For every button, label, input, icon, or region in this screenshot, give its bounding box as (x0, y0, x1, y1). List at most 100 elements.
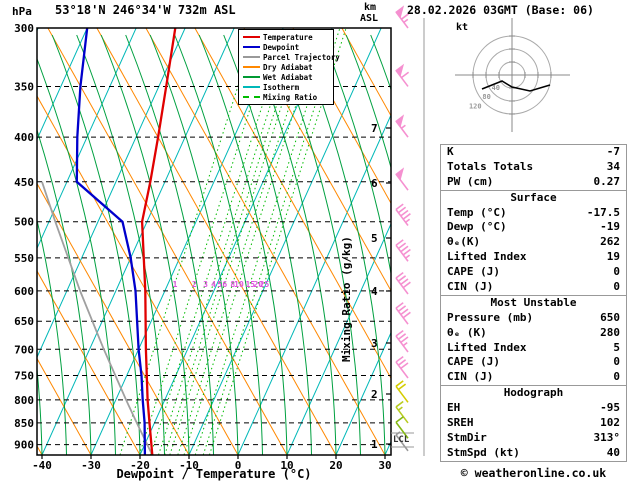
mixing-ratio-axis-label: Mixing Ratio (g/kg) (340, 236, 353, 362)
isotherm-line (335, 331, 391, 455)
x-tick-label: -40 (32, 459, 52, 472)
mixing-ratio-value-label: 10 (234, 280, 244, 289)
wind-barb (395, 167, 409, 191)
stat-value: 262 (600, 235, 620, 249)
stat-label: StmSpd (kt) (447, 445, 520, 459)
stat-row: Totals Totals 34 (441, 160, 626, 175)
copyright-link[interactable]: © weatheronline.co.uk (460, 466, 607, 480)
dry-adiabat-line (341, 28, 391, 117)
stat-label: CAPE (J) (447, 355, 500, 369)
dry-adiabat-line (37, 270, 141, 455)
hodograph-ring-label: 120 (469, 102, 482, 110)
legend-label: Wet Adiabat (263, 72, 313, 82)
wet-adiabat-line (174, 34, 263, 455)
legend-line-sample (243, 86, 260, 88)
mixing-ratio-value-label: 2 (192, 280, 197, 289)
stat-label: StmDir (447, 430, 487, 444)
plot-border (36, 27, 392, 456)
isotherm-line (41, 28, 235, 455)
wet-adiabat-line (76, 34, 165, 455)
x-tick-label: 20 (329, 459, 342, 472)
wet-adiabat-line (223, 34, 312, 455)
legend-label: Dewpoint (263, 42, 300, 52)
x-tick-label: -20 (130, 459, 150, 472)
stat-row: CAPE (J) 0 (441, 265, 626, 280)
legend-item: Wet Adiabat (239, 72, 333, 82)
stat-value: 19 (606, 250, 620, 264)
wet-adiabat-line (149, 34, 239, 455)
hodograph-unit-label: kt (456, 22, 469, 33)
dry-adiabat-line (96, 28, 337, 455)
altitude-axis-unit-km: km (364, 2, 377, 13)
km-tick-label: 6 (371, 177, 378, 190)
stat-label: Pressure (mb) (447, 310, 534, 324)
altitude-axis-unit-asl: ASL (360, 13, 379, 24)
pressure-axis-unit: hPa (12, 5, 32, 18)
panel-section-surface: Surface Temp (°C) -17.5 Dewp (°C) -19 θₑ(K) 26… (441, 189, 626, 295)
mixing-ratio-value-label: 8 (230, 280, 235, 289)
parcel-trajectory-trace (41, 181, 154, 455)
panel-section-indices: K -7 Totals Totals 34 PW (cm) 0.27 (441, 145, 626, 190)
x-tick-label: 30 (378, 459, 391, 472)
stat-value: 0.27 (593, 174, 621, 188)
km-tick-label: 5 (371, 232, 378, 245)
stat-label: PW (cm) (447, 174, 494, 188)
pressure-tick-label: 900 (14, 439, 34, 452)
wet-adiabat-line (272, 34, 361, 455)
pressure-tick-label: 350 (14, 81, 34, 94)
section-title: Most Unstable (490, 295, 577, 309)
stat-value: 280 (600, 325, 620, 339)
stat-row: Dewp (°C) -19 (441, 220, 626, 235)
x-tick-label: 0 (235, 459, 242, 472)
wind-barb (395, 380, 409, 403)
isotherm-line (37, 28, 137, 250)
mixing-ratio-value-label: 15 (245, 280, 255, 289)
km-tick-label: 4 (371, 285, 378, 298)
km-tick-label: 1 (371, 438, 378, 451)
stat-row: K -7 (441, 145, 626, 160)
isotherm-line (37, 28, 88, 141)
legend-item: Dewpoint (239, 42, 333, 52)
mixing-ratio-value-label: 25 (260, 280, 270, 289)
pressure-tick-label: 400 (14, 131, 34, 144)
x-tick-label: -30 (81, 459, 101, 472)
stat-value: 650 (600, 310, 620, 324)
wind-barb (395, 416, 409, 439)
stat-row: EH -95 (441, 401, 626, 416)
legend-label: Isotherm (263, 82, 300, 92)
section-title: Hodograph (503, 386, 564, 400)
legend-line-sample (243, 76, 260, 78)
stat-row: Pressure (mb) 650 (441, 311, 626, 326)
stat-label: EH (447, 401, 461, 415)
stat-label: SREH (447, 416, 474, 430)
stat-row: CAPE (J) 0 (441, 355, 626, 370)
stat-label: Dewp (°C) (447, 220, 507, 234)
dry-adiabat-line (47, 28, 288, 455)
stats-panel: K -7 Totals Totals 34 PW (cm) 0.27 Surface Temp… (440, 144, 627, 462)
panel-section-most-unstable: Most Unstable Pressure (mb) 650 θₑ (K) 280 Li… (441, 294, 626, 385)
stat-row: PW (cm) 0.27 (441, 175, 626, 190)
stat-label: Lifted Index (447, 250, 527, 264)
isotherm-line (37, 28, 186, 359)
mixing-ratio-value-label: 6 (222, 280, 227, 289)
pressure-tick-label: 800 (14, 394, 34, 407)
stat-row: CIN (J) 0 (441, 280, 626, 295)
dry-adiabat-line (145, 28, 386, 455)
temperature-trace (140, 28, 177, 455)
stat-row: Temp (°C) -17.5 (441, 206, 626, 221)
mixing-ratio-line (119, 28, 258, 455)
stat-label: θₑ(K) (447, 235, 481, 249)
stat-label: θₑ (K) (447, 325, 487, 339)
wet-adiabat-line (296, 34, 386, 455)
lcl-marker-label: LCL (393, 435, 410, 445)
stat-value: -17.5 (586, 205, 620, 219)
wind-barb (395, 114, 409, 138)
x-axis-label: Dewpoint / Temperature (°C) (116, 467, 312, 481)
wet-adiabat-line (37, 57, 116, 455)
pressure-tick-label: 600 (14, 285, 34, 298)
legend-item: Temperature (239, 32, 333, 42)
stat-value: 0 (613, 355, 620, 369)
wet-adiabat-line (37, 128, 92, 455)
dewpoint-trace (75, 28, 147, 455)
dry-adiabat-line (37, 95, 239, 455)
